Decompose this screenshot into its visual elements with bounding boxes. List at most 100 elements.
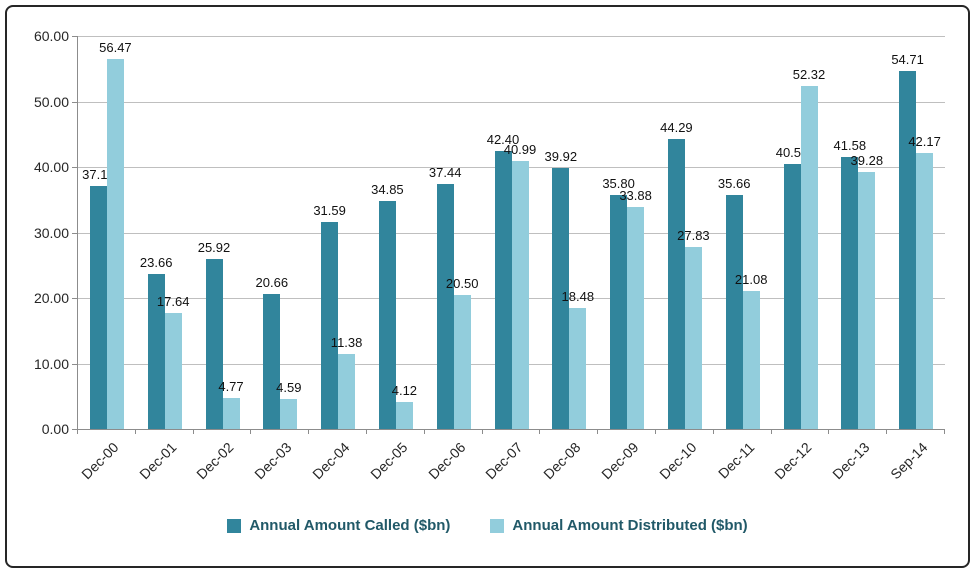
bar-distributed-dec-01 — [164, 313, 182, 429]
bar-value-label: 27.83 — [677, 227, 710, 243]
legend-label-distributed: Annual Amount Distributed ($bn) — [512, 517, 748, 534]
bar-distributed-dec-10 — [684, 246, 702, 429]
bar-value-label: 42.17 — [908, 133, 941, 149]
gridline-60.00 — [78, 36, 945, 37]
legend-item-distributed: Annual Amount Distributed ($bn) — [490, 517, 748, 534]
bar-called-dec-02 — [205, 259, 223, 429]
bar-value-label: 25.92 — [197, 240, 231, 256]
bar-called-dec-08 — [552, 167, 570, 429]
bar-value-label: 20.66 — [255, 274, 289, 290]
x-axis-label: Dec-07 — [482, 439, 526, 483]
x-axis-tick — [308, 429, 310, 434]
x-axis-tick — [655, 429, 656, 434]
bar-called-dec-13 — [841, 156, 859, 429]
bar-distributed-dec-02 — [222, 397, 240, 429]
x-axis-tick — [192, 429, 194, 434]
bar-distributed-sep-14 — [916, 152, 934, 429]
bar-distributed-dec-00 — [106, 59, 124, 429]
bar-value-label: 18.48 — [561, 288, 595, 304]
bar-distributed-dec-13 — [858, 171, 876, 429]
bar-value-label: 11.38 — [330, 335, 363, 351]
bar-value-label: 37.15 — [82, 166, 115, 182]
x-axis-tick — [770, 429, 772, 434]
bar-distributed-dec-12 — [800, 86, 818, 429]
bar-value-label: 21.08 — [734, 271, 768, 287]
x-axis-label: Dec-11 — [714, 439, 758, 482]
plot-area: 37.15 56.47 23.66 17.64 25.92 4.77 20.66 4.59 31… — [77, 36, 945, 430]
bar-value-label: 54.71 — [891, 51, 924, 67]
y-axis-label: 20.00 — [33, 290, 69, 306]
x-axis-tick — [366, 429, 367, 434]
x-axis-tick — [828, 429, 830, 434]
bar-value-label: 4.77 — [218, 378, 244, 394]
bar-called-dec-04 — [321, 222, 339, 429]
x-axis-label: Dec-06 — [424, 439, 469, 483]
bar-called-dec-00 — [89, 185, 107, 429]
x-axis-tick — [77, 429, 78, 434]
x-axis-tick — [250, 429, 252, 434]
bar-value-label: 20.50 — [445, 275, 479, 291]
y-axis-tick — [72, 429, 77, 430]
legend-swatch-called-icon — [227, 518, 242, 533]
legend-swatch-distributed-icon — [490, 518, 505, 533]
y-axis-label: 10.00 — [33, 355, 69, 372]
bar-distributed-dec-07 — [511, 160, 529, 429]
x-axis-tick — [481, 429, 483, 434]
x-axis-label: Dec-09 — [598, 439, 642, 483]
chart-frame: 37.15 56.47 23.66 17.64 25.92 4.77 20.66 4.59 31… — [5, 5, 970, 568]
x-axis-tick — [886, 429, 888, 434]
bar-value-label: 39.92 — [544, 148, 578, 164]
bar-called-dec-06 — [436, 183, 454, 429]
bar-distributed-dec-05 — [395, 402, 413, 429]
x-axis-tick — [423, 429, 425, 434]
bar-distributed-dec-11 — [742, 290, 760, 429]
bar-called-dec-12 — [783, 163, 801, 429]
bar-value-label: 39.28 — [850, 152, 884, 168]
x-axis-label: Dec-00 — [77, 439, 122, 483]
gridline-50.00 — [78, 101, 945, 103]
bar-distributed-dec-04 — [338, 354, 356, 429]
bar-value-label: 4.59 — [276, 379, 302, 395]
bar-value-label: 33.88 — [619, 188, 652, 204]
bar-distributed-dec-09 — [627, 207, 645, 429]
legend-item-called: Annual Amount Called ($bn) — [227, 517, 450, 534]
x-axis-label: Sep-14 — [887, 439, 931, 483]
bar-called-sep-14 — [899, 70, 917, 429]
y-axis-label: 40.00 — [33, 159, 69, 175]
bar-distributed-dec-06 — [453, 294, 471, 429]
y-axis-tick — [72, 167, 77, 168]
bar-value-label: 31.59 — [313, 203, 346, 219]
bar-called-dec-03 — [263, 293, 281, 429]
bar-value-label: 56.47 — [99, 40, 132, 56]
bar-value-label: 4.12 — [391, 383, 418, 399]
y-axis-tick — [72, 363, 77, 365]
x-axis-label: Dec-02 — [193, 439, 237, 483]
y-axis-tick — [72, 101, 77, 103]
bar-value-label: 37.44 — [428, 164, 462, 180]
bar-value-label: 17.64 — [156, 294, 190, 310]
x-axis-label: Dec-08 — [540, 439, 584, 483]
x-axis-label: Dec-01 — [135, 439, 180, 483]
x-axis-tick — [539, 429, 541, 434]
y-axis-label: 50.00 — [33, 93, 69, 110]
bar-called-dec-05 — [378, 200, 396, 429]
x-axis-label: Dec-13 — [829, 439, 873, 483]
x-axis-label: Dec-10 — [655, 439, 700, 483]
x-axis-label: Dec-12 — [771, 439, 815, 483]
bar-value-label: 23.66 — [139, 255, 173, 271]
bar-value-label: 35.66 — [717, 176, 751, 192]
x-axis-tick — [134, 429, 136, 434]
bar-value-label: 44.29 — [660, 119, 693, 135]
bar-distributed-dec-03 — [280, 398, 298, 429]
y-axis-label: 0.00 — [41, 421, 69, 437]
x-axis-label: Dec-04 — [309, 439, 353, 483]
bar-value-label: 52.32 — [792, 67, 826, 83]
x-axis-tick — [944, 429, 945, 434]
y-axis-tick — [72, 232, 77, 234]
bar-value-label: 34.85 — [371, 181, 404, 197]
y-axis-label: 60.00 — [33, 28, 69, 44]
legend-label-called: Annual Amount Called ($bn) — [249, 517, 451, 534]
bar-called-dec-11 — [725, 195, 743, 429]
x-axis-label: Dec-05 — [366, 439, 411, 483]
y-axis-label: 30.00 — [33, 224, 69, 241]
